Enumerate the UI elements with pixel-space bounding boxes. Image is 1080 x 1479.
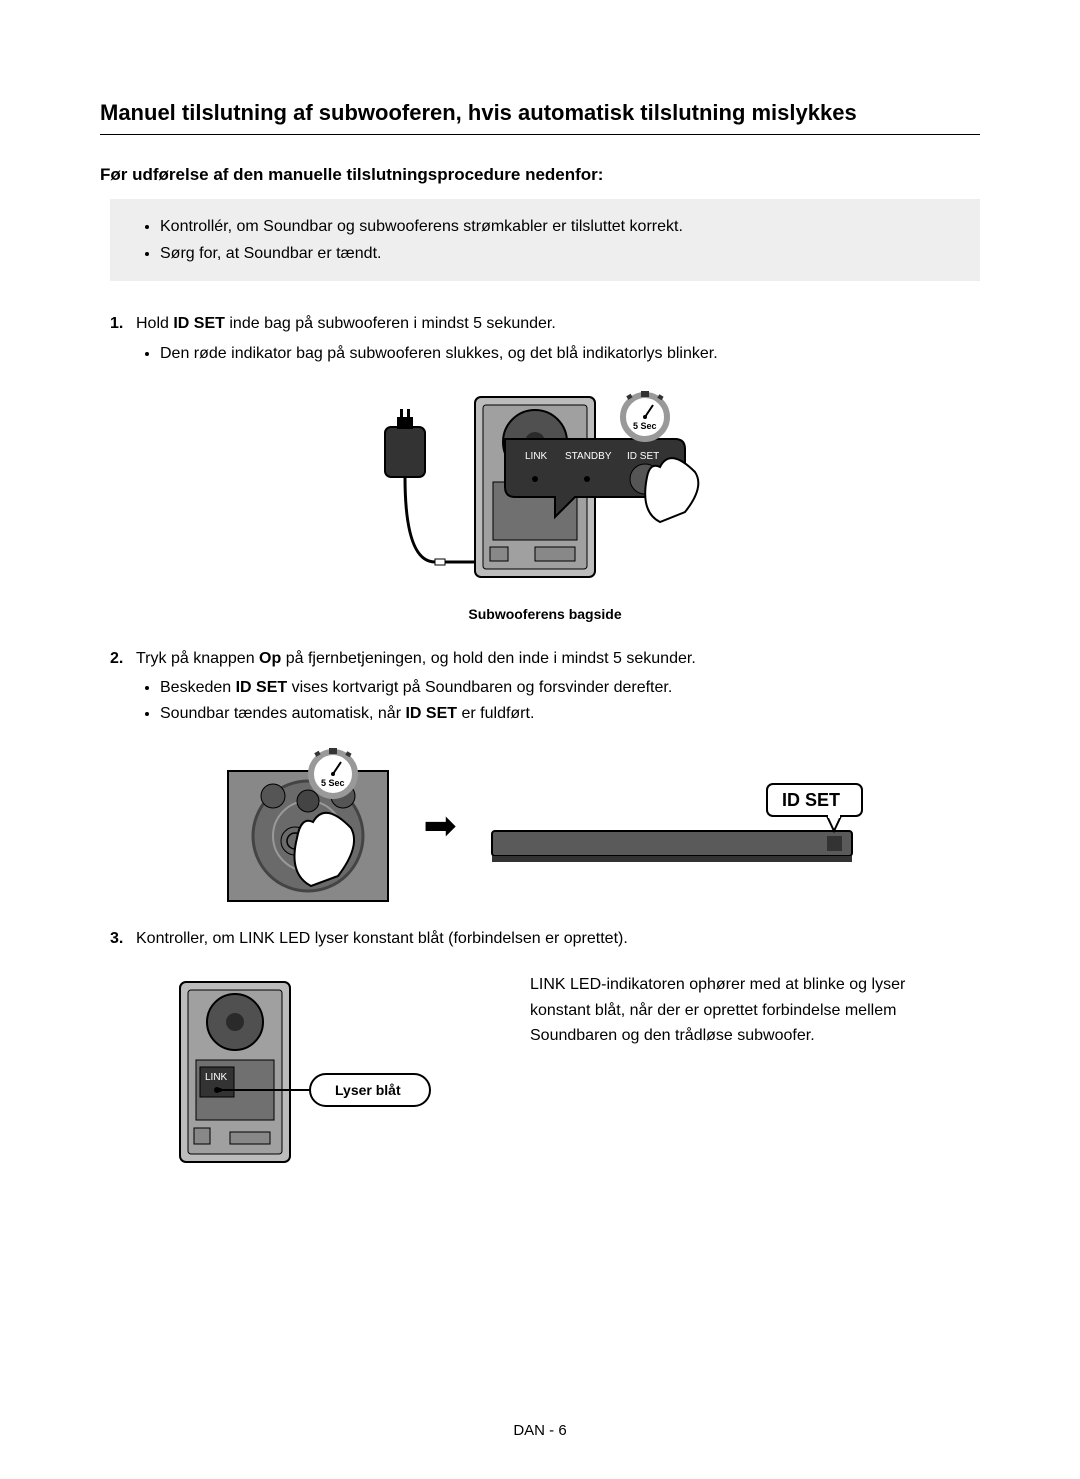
svg-text:LINK: LINK — [525, 451, 548, 462]
section-heading: Manuel tilslutning af subwooferen, hvis … — [100, 100, 980, 135]
step-3: 3.Kontroller, om LINK LED lyser konstant… — [110, 926, 980, 1172]
checklist-box: Kontrollér, om Soundbar og subwooferens … — [110, 199, 980, 281]
figure-3-description: LINK LED-indikatoren ophører med at blin… — [530, 972, 910, 1049]
figure-1: LINK STANDBY ID SET 5 Sec Subwooferens b… — [110, 387, 980, 626]
step-number: 3. — [110, 926, 136, 952]
svg-text:5 Sec: 5 Sec — [321, 778, 345, 788]
checklist-item: Sørg for, at Soundbar er tændt. — [160, 240, 950, 267]
svg-text:STANDBY: STANDBY — [565, 451, 612, 462]
step-1-bullet: Den røde indikator bag på subwooferen sl… — [160, 341, 980, 367]
step-number: 2. — [110, 646, 136, 672]
checklist-item: Kontrollér, om Soundbar og subwooferens … — [160, 213, 950, 240]
figure-2: 5 Sec ➡ ID SET — [150, 746, 940, 906]
step-2: 2.Tryk på knappen Op på fjernbetjeningen… — [110, 646, 980, 907]
step-number: 1. — [110, 311, 136, 337]
svg-text:LINK: LINK — [205, 1072, 228, 1083]
svg-text:Lyser blåt: Lyser blåt — [335, 1082, 401, 1098]
sub-heading: Før udførelse af den manuelle tilslutnin… — [100, 165, 980, 185]
figure-1-caption: Subwooferens bagside — [110, 603, 980, 625]
svg-text:ID SET: ID SET — [782, 790, 840, 810]
arrow-icon: ➡ — [423, 794, 457, 858]
figure-3: LINK Lyser blåt LINK LED-indikatoren oph… — [170, 972, 940, 1172]
step-2-bullet: Soundbar tændes automatisk, når ID SET e… — [160, 701, 980, 727]
step-2-bullet: Beskeden ID SET vises kortvarigt på Soun… — [160, 675, 980, 701]
svg-text:ID SET: ID SET — [627, 451, 659, 462]
page-footer: DAN - 6 — [0, 1422, 1080, 1439]
svg-text:5 Sec: 5 Sec — [633, 421, 657, 431]
step-1: 1.Hold ID SET inde bag på subwooferen i … — [110, 311, 980, 625]
